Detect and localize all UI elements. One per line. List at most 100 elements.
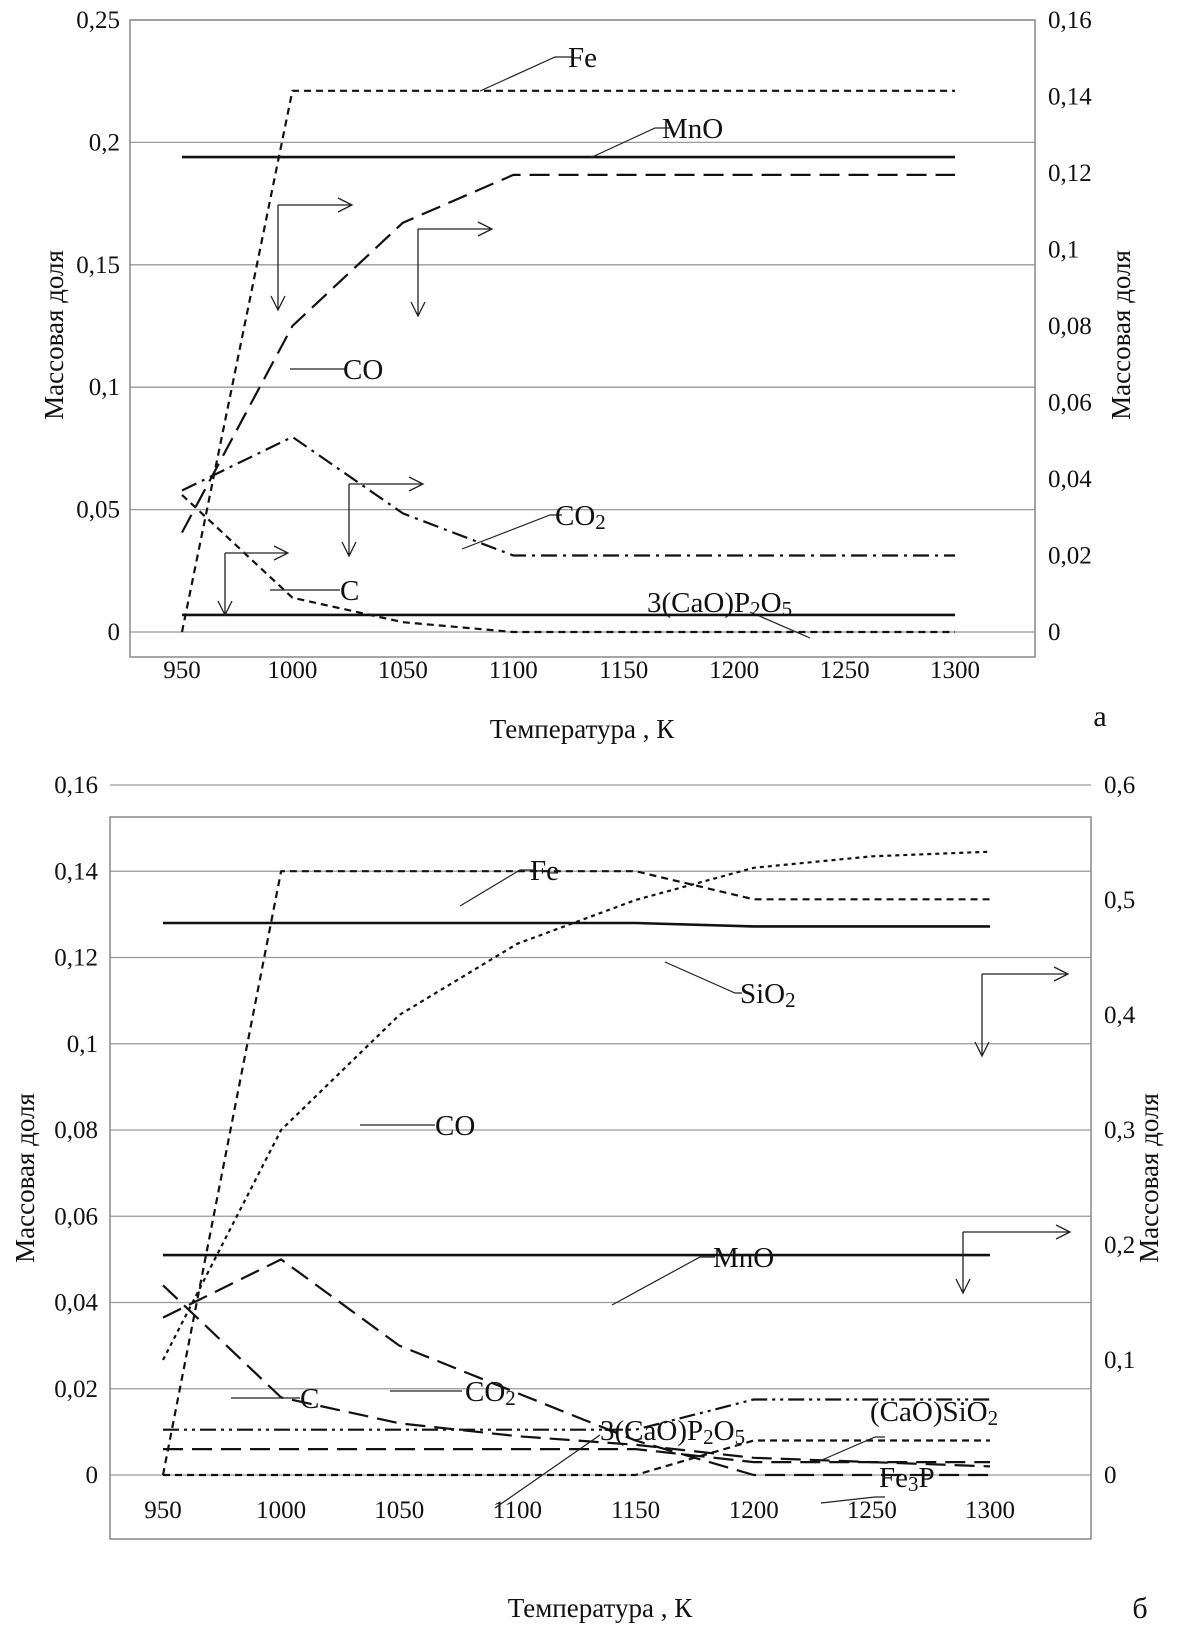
right-axis-title: Массовая доля bbox=[1106, 250, 1136, 420]
series-group bbox=[180, 89, 955, 634]
grid-lines bbox=[110, 784, 1091, 1476]
y-left-tick-label: 0,12 bbox=[54, 945, 98, 972]
label-subscript: 2 bbox=[988, 1406, 999, 1430]
chart-panel-b: 0 0,02 0,04 0,06 0,08 0,1 0,12 0,14 0,16 0 0,1 0,2… bbox=[10, 772, 1164, 1625]
x-tick-label: 1100 bbox=[493, 1497, 542, 1524]
x-tick-label: 1050 bbox=[378, 657, 428, 684]
x-tick-label: 1150 bbox=[599, 657, 648, 684]
x-tick-label: 1200 bbox=[709, 657, 759, 684]
series-line-fe bbox=[161, 870, 990, 1476]
series-label-fe: Fe bbox=[568, 42, 597, 74]
y-left-tick-label: 0,14 bbox=[54, 858, 98, 885]
y-right-tick-label: 0,1 bbox=[1048, 237, 1079, 264]
series-labels bbox=[270, 56, 811, 639]
axis-indicator-arrows bbox=[955, 966, 1072, 1295]
series-line-co bbox=[181, 173, 955, 534]
series-label-co2: CO2 bbox=[465, 1376, 516, 1410]
label-part: 3(CaO)P bbox=[600, 1415, 703, 1447]
grid-lines bbox=[130, 19, 1035, 633]
label-subscript: 3 bbox=[908, 1472, 919, 1496]
label-part: SiO bbox=[740, 978, 785, 1010]
x-axis-title: Температура , К bbox=[490, 714, 675, 744]
series-line-c bbox=[162, 1284, 991, 1468]
right-axis-title: Массовая доля bbox=[1134, 1093, 1164, 1263]
x-tick-label: 950 bbox=[163, 657, 201, 684]
label-part: (CaO)SiO bbox=[870, 1396, 988, 1428]
x-tick-label: 1000 bbox=[267, 657, 317, 684]
series-line-co2 bbox=[162, 1258, 990, 1477]
series-label-mno: MnO bbox=[713, 1242, 774, 1274]
arrow-down-icon bbox=[270, 205, 286, 312]
y-left-tick-label: 0,04 bbox=[54, 1290, 98, 1317]
y-left-tick-label: 0,16 bbox=[54, 772, 98, 799]
left-axis-title: Массовая доля bbox=[10, 1093, 40, 1263]
plot-frame bbox=[109, 816, 1092, 1540]
panel-letter: а bbox=[1093, 700, 1106, 733]
y-right-tick-label: 0,16 bbox=[1048, 7, 1092, 34]
series-label-c: C bbox=[340, 575, 359, 607]
series-label-c: C bbox=[300, 1383, 319, 1415]
x-tick-label: 1300 bbox=[965, 1497, 1015, 1524]
label-subscript: 5 bbox=[735, 1425, 746, 1449]
series-line-sio2 bbox=[163, 921, 990, 928]
label-subscript: 2 bbox=[750, 597, 761, 621]
series-labels bbox=[231, 869, 885, 1509]
left-axis-ticks: 0 0,05 0,1 0,15 0,2 0,25 bbox=[76, 7, 120, 646]
y-left-tick-label: 0,05 bbox=[76, 497, 120, 524]
x-tick-label: 1100 bbox=[489, 657, 538, 684]
arrow-down-icon bbox=[217, 553, 233, 617]
y-right-tick-label: 0,3 bbox=[1104, 1117, 1135, 1144]
arrow-right-icon bbox=[963, 1224, 1072, 1240]
arrow-right-icon bbox=[225, 545, 290, 561]
y-left-tick-label: 0 bbox=[108, 619, 121, 646]
x-axis-ticks: 950 1000 1050 1100 1150 1200 1250 1300 bbox=[163, 657, 980, 684]
x-axis-ticks: 950 1000 1050 1100 1150 1200 1250 1300 bbox=[144, 1497, 1015, 1524]
series-label-co: CO bbox=[435, 1110, 475, 1142]
series-label-co2: CO2 bbox=[555, 500, 606, 534]
right-axis-ticks: 0 0,1 0,2 0,3 0,4 0,5 0,6 bbox=[1104, 772, 1136, 1489]
right-axis-ticks: 0 0,02 0,04 0,06 0,08 0,1 0,12 0,14 0,16 bbox=[1048, 7, 1092, 646]
y-right-tick-label: 0,4 bbox=[1104, 1002, 1136, 1029]
y-right-tick-label: 0,06 bbox=[1048, 390, 1092, 417]
series-label-calcium-silicate: (CaO)SiO2 bbox=[870, 1396, 998, 1430]
x-tick-label: 1200 bbox=[729, 1497, 779, 1524]
series-line-fe3p bbox=[163, 1439, 990, 1477]
arrow-down-icon bbox=[410, 229, 426, 318]
y-right-tick-label: 0,6 bbox=[1104, 772, 1135, 799]
arrow-right-icon bbox=[982, 966, 1070, 982]
series-label-calcium-phosphate: 3(CaO)P2O5 bbox=[647, 587, 792, 621]
label-part: Fe bbox=[879, 1462, 908, 1494]
y-right-tick-label: 0,14 bbox=[1048, 84, 1092, 111]
y-left-tick-label: 0,2 bbox=[89, 129, 120, 156]
x-tick-label: 1300 bbox=[930, 657, 980, 684]
label-subscript: 5 bbox=[782, 597, 793, 621]
axis-indicator-arrows bbox=[217, 197, 494, 617]
plot-frame bbox=[129, 19, 1036, 658]
y-right-tick-label: 0,04 bbox=[1048, 466, 1092, 493]
label-part: CO bbox=[465, 1376, 505, 1408]
arrow-down-icon bbox=[974, 974, 990, 1058]
x-tick-label: 1250 bbox=[820, 657, 870, 684]
panel-letter: б bbox=[1132, 1592, 1147, 1625]
arrow-right-icon bbox=[349, 476, 425, 492]
series-label-co: CO bbox=[343, 354, 383, 386]
y-left-tick-label: 0,06 bbox=[54, 1203, 98, 1230]
y-right-tick-label: 0,08 bbox=[1048, 313, 1092, 340]
y-right-tick-label: 0,1 bbox=[1104, 1347, 1135, 1374]
y-right-tick-label: 0 bbox=[1048, 619, 1061, 646]
label-subscript: 2 bbox=[505, 1386, 516, 1410]
label-subscript: 2 bbox=[595, 510, 606, 534]
label-part: CO bbox=[555, 500, 595, 532]
arrow-down-icon bbox=[955, 1232, 971, 1295]
y-right-tick-label: 0,02 bbox=[1048, 543, 1092, 570]
y-right-tick-label: 0,2 bbox=[1104, 1232, 1135, 1259]
series-line--cao-sio2 bbox=[163, 1398, 990, 1431]
label-part: O bbox=[761, 587, 782, 619]
series-label-sio2: SiO2 bbox=[740, 978, 796, 1012]
arrow-down-icon bbox=[341, 484, 357, 558]
series-line-co2 bbox=[181, 435, 955, 557]
y-left-tick-label: 0,25 bbox=[76, 7, 120, 34]
y-left-tick-label: 0,1 bbox=[67, 1031, 98, 1058]
left-axis-title: Массовая доля bbox=[39, 250, 69, 420]
